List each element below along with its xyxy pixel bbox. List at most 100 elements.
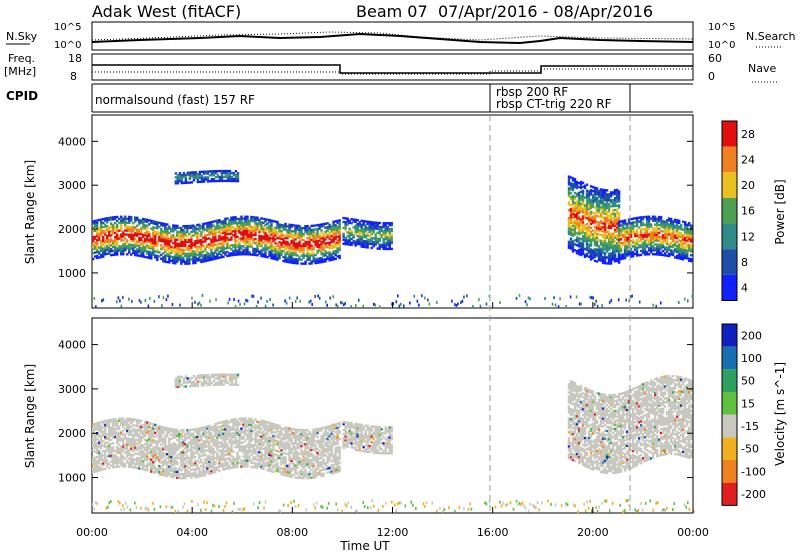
heatmap-cell xyxy=(300,230,303,234)
heatmap-cell xyxy=(168,247,171,250)
heatmap-cell xyxy=(212,244,215,247)
heatmap-cell xyxy=(94,237,97,240)
heatmap-cell xyxy=(593,206,597,209)
heatmap-cell xyxy=(142,233,145,236)
heatmap-cell xyxy=(675,240,679,244)
heatmap-cell xyxy=(194,467,197,471)
heatmap-cell xyxy=(278,245,281,248)
heatmap-cell xyxy=(252,294,255,298)
heatmap-cell xyxy=(322,232,325,236)
heatmap-cell xyxy=(106,455,109,458)
heatmap-cell xyxy=(577,252,581,256)
heatmap-cell xyxy=(106,221,109,224)
heatmap-cell xyxy=(184,175,188,179)
heatmap-cell xyxy=(597,233,601,236)
heatmap-cell xyxy=(328,245,331,248)
heatmap-cell xyxy=(170,453,173,457)
heatmap-cell xyxy=(262,217,265,221)
heatmap-cell xyxy=(222,424,225,427)
heatmap-cell xyxy=(224,251,227,254)
heatmap-cell xyxy=(611,246,615,249)
heatmap-cell xyxy=(579,251,583,255)
heatmap-cell xyxy=(569,209,573,213)
heatmap-cell xyxy=(202,426,205,429)
heatmap-cell xyxy=(260,244,263,248)
heatmap-cell xyxy=(178,446,181,450)
heatmap-cell xyxy=(266,242,269,245)
heatmap-cell xyxy=(156,244,159,248)
heatmap-cell xyxy=(302,248,305,252)
heatmap-cell xyxy=(166,464,169,468)
heatmap-cell xyxy=(270,233,273,236)
heatmap-cell xyxy=(174,450,177,453)
heatmap-cell xyxy=(100,230,103,233)
heatmap-cell xyxy=(136,420,139,424)
heatmap-cell xyxy=(248,219,251,223)
heatmap-cell xyxy=(304,260,307,263)
heatmap-cell xyxy=(160,235,163,239)
heatmap-cell xyxy=(673,248,677,251)
heatmap-cell xyxy=(613,252,617,255)
heatmap-cell xyxy=(188,258,191,261)
heatmap-cell xyxy=(138,421,141,424)
heatmap-cell xyxy=(613,216,617,220)
heatmap-cell xyxy=(661,245,665,249)
heatmap-cell xyxy=(134,430,137,433)
heatmap-cell xyxy=(154,453,157,457)
heatmap-cell xyxy=(158,233,161,236)
heatmap-cell xyxy=(210,242,213,246)
heatmap-cell xyxy=(184,457,187,460)
heatmap-cell xyxy=(675,219,679,222)
heatmap-cell xyxy=(182,463,185,466)
heatmap-cell xyxy=(635,232,639,235)
heatmap-cell xyxy=(134,228,137,231)
heatmap-cell xyxy=(611,254,615,257)
heatmap-cell xyxy=(106,419,109,422)
heatmap-cell xyxy=(182,466,185,470)
heatmap-cell xyxy=(585,191,589,194)
heatmap-cell xyxy=(194,440,197,443)
heatmap-cell xyxy=(276,254,279,257)
heatmap-cell xyxy=(310,246,313,249)
heatmap-cell xyxy=(138,459,141,462)
heatmap-cell xyxy=(92,459,95,462)
heatmap-cell xyxy=(605,262,609,265)
heatmap-cell xyxy=(643,215,647,219)
heatmap-cell xyxy=(244,219,247,222)
heatmap-cell xyxy=(292,236,295,239)
heatmap-cell xyxy=(569,229,573,232)
heatmap-cell xyxy=(575,202,579,206)
heatmap-cell xyxy=(603,244,607,247)
heatmap-cell xyxy=(188,440,191,444)
heatmap-cell xyxy=(605,195,609,198)
heatmap-cell xyxy=(378,231,381,235)
heatmap-cell xyxy=(120,245,123,248)
heatmap-cell xyxy=(653,227,657,230)
heatmap-cell xyxy=(182,429,185,432)
heatmap-cell xyxy=(118,449,121,452)
heatmap-cell xyxy=(102,229,105,233)
heatmap-cell xyxy=(613,244,617,247)
heatmap-cell xyxy=(607,252,611,255)
heatmap-cell xyxy=(302,242,305,246)
heatmap-cell xyxy=(206,176,210,179)
heatmap-cell xyxy=(118,247,121,250)
heatmap-cell xyxy=(214,422,217,426)
heatmap-cell xyxy=(665,218,669,222)
heatmap-cell xyxy=(569,188,573,191)
heatmap-cell xyxy=(317,294,319,298)
heatmap-cell xyxy=(112,422,115,425)
heatmap-cell xyxy=(132,420,135,423)
heatmap-cell xyxy=(360,239,363,242)
heatmap-cell xyxy=(254,241,257,245)
heatmap-cell xyxy=(120,433,123,436)
heatmap-cell xyxy=(192,468,195,471)
heatmap-cell xyxy=(188,448,191,452)
heatmap-cell xyxy=(290,233,293,237)
heatmap-cell xyxy=(599,253,603,256)
heatmap-cell xyxy=(212,453,215,456)
heatmap-cell xyxy=(254,237,257,241)
heatmap-cell xyxy=(294,224,297,227)
heatmap-cell xyxy=(136,216,139,220)
heatmap-cell xyxy=(613,196,617,200)
